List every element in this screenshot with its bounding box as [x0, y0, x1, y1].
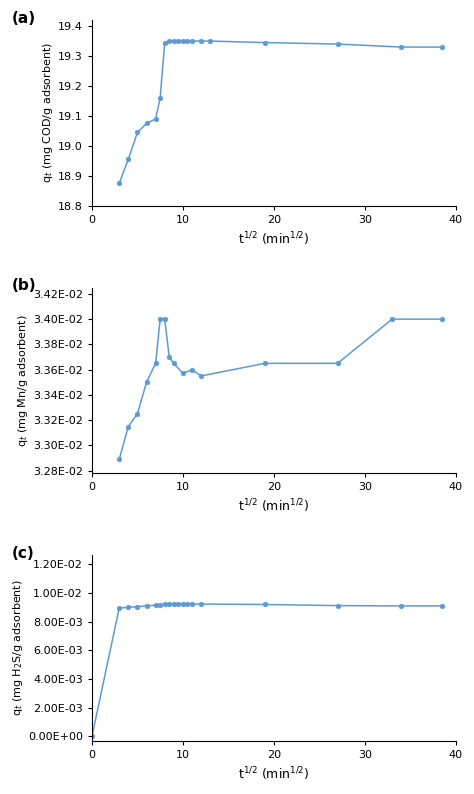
X-axis label: t$^{1/2}$ (min$^{1/2}$): t$^{1/2}$ (min$^{1/2}$) — [238, 765, 310, 783]
Y-axis label: q$_t$ (mg Mn/g adsorbent): q$_t$ (mg Mn/g adsorbent) — [16, 314, 30, 447]
Text: (a): (a) — [12, 11, 36, 26]
X-axis label: t$^{1/2}$ (min$^{1/2}$): t$^{1/2}$ (min$^{1/2}$) — [238, 498, 310, 515]
Text: (c): (c) — [12, 545, 35, 561]
Y-axis label: q$_t$ (mg COD/g adsorbent): q$_t$ (mg COD/g adsorbent) — [41, 42, 55, 183]
X-axis label: t$^{1/2}$ (min$^{1/2}$): t$^{1/2}$ (min$^{1/2}$) — [238, 230, 310, 248]
Y-axis label: q$_t$ (mg H$_2$S/g adsorbent): q$_t$ (mg H$_2$S/g adsorbent) — [11, 580, 25, 716]
Text: (b): (b) — [12, 278, 36, 293]
